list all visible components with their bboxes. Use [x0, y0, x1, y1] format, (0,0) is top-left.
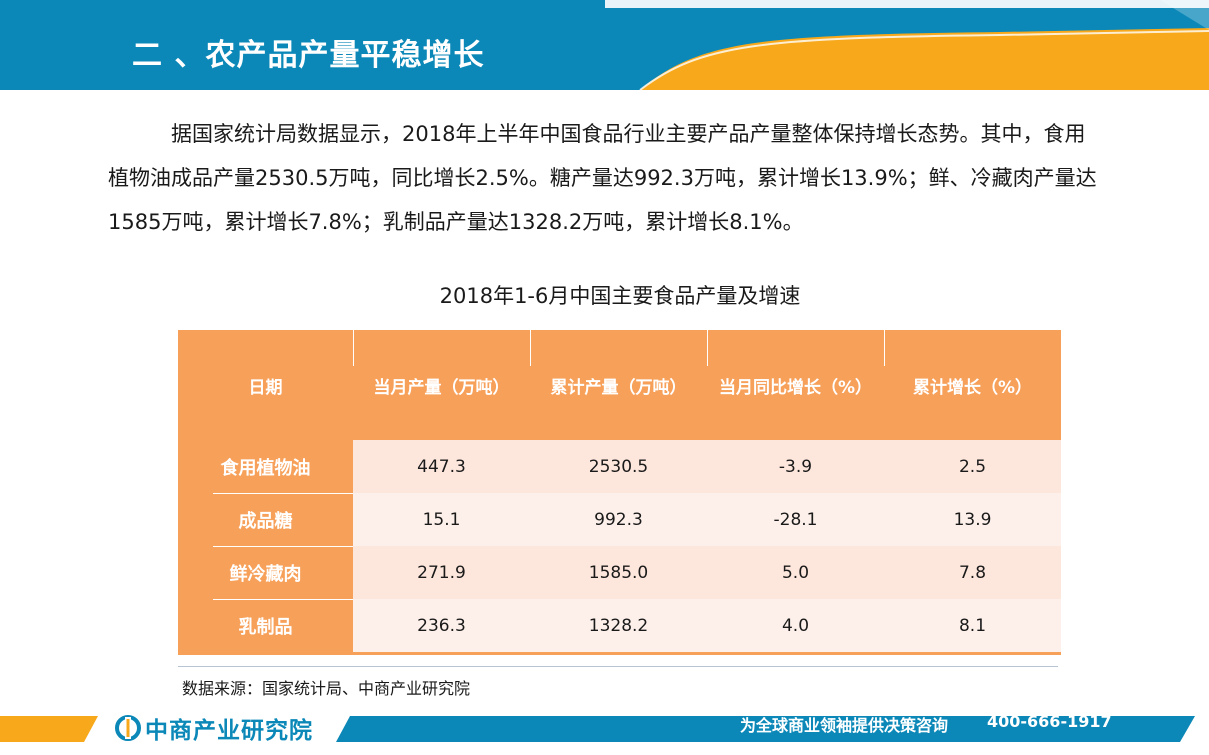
row-body: 236.3 1328.2 4.0 8.1 [353, 599, 1061, 652]
row-divider [213, 599, 353, 600]
company-logo: 中商产业研究院 [115, 714, 313, 744]
header-cell-date: 日期 [248, 377, 283, 398]
cell-monthly-output: 271.9 [417, 562, 466, 583]
cell-cumulative-output: 992.3 [594, 509, 643, 530]
row-label: 鲜冷藏肉 [229, 563, 302, 585]
header-divider [884, 330, 885, 366]
cell-monthly-output: 15.1 [422, 509, 461, 530]
source-divider [178, 666, 1058, 667]
cell-cumulative-output: 2530.5 [588, 456, 649, 477]
footer-band [0, 716, 1195, 742]
header-cell-cumulative-output: 累计产量（万吨） [550, 377, 687, 398]
cell-monthly-growth: -3.9 [778, 456, 813, 477]
cell-monthly-growth: 5.0 [781, 562, 810, 583]
logo-text: 中商产业研究院 [145, 718, 313, 744]
table-row: 食用植物油 447.3 2530.5 -3.9 2.5 [178, 440, 1061, 493]
table-row: 鲜冷藏肉 271.9 1585.0 5.0 7.8 [178, 546, 1061, 599]
row-divider [213, 493, 353, 494]
cell-cumulative-output: 1328.2 [588, 615, 649, 636]
row-label: 乳制品 [238, 616, 293, 638]
cell-cumulative-growth: 8.1 [958, 615, 987, 636]
cell-monthly-output: 236.3 [417, 615, 466, 636]
intro-paragraph: 据国家统计局数据显示，2018年上半年中国食品行业主要产品产量整体保持增长态势。… [108, 122, 1097, 234]
cell-monthly-output: 447.3 [417, 456, 466, 477]
banner-swoosh-graphic [605, 0, 1209, 90]
production-table: 日期 当月产量（万吨） 累计产量（万吨） 当月同比增长（%） 累计增长（%） 食… [178, 330, 1061, 655]
table-row: 成品糖 15.1 992.3 -28.1 13.9 [178, 493, 1061, 546]
cell-cumulative-growth: 13.9 [953, 509, 992, 530]
header-cell-monthly-output: 当月产量（万吨） [373, 377, 510, 398]
row-label: 食用植物油 [220, 457, 311, 479]
row-body: 15.1 992.3 -28.1 13.9 [353, 493, 1061, 546]
cell-monthly-growth: -28.1 [773, 509, 818, 530]
cell-monthly-growth: 4.0 [781, 615, 810, 636]
row-body: 447.3 2530.5 -3.9 2.5 [353, 440, 1061, 493]
cell-cumulative-growth: 2.5 [958, 456, 987, 477]
header-divider [707, 330, 708, 366]
header-cell-monthly-growth: 当月同比增长（%） [718, 377, 873, 398]
table-title: 2018年1-6月中国主要食品产量及增速 [439, 284, 801, 308]
row-divider [213, 546, 353, 547]
logo-icon [115, 715, 141, 741]
cell-cumulative-output: 1585.0 [588, 562, 649, 583]
header-divider [530, 330, 531, 366]
row-label: 成品糖 [238, 510, 293, 532]
table-row: 乳制品 236.3 1328.2 4.0 8.1 [178, 599, 1061, 652]
cell-cumulative-growth: 7.8 [958, 562, 987, 583]
header-banner: 二 、农产品产量平稳增长 [0, 0, 1209, 90]
footer-slogan: 为全球商业领袖提供决策咨询 [740, 716, 949, 735]
footer-phone: 400-666-1917 [987, 712, 1112, 731]
header-cell-cumulative-growth: 累计增长（%） [912, 377, 1033, 398]
header-divider [353, 330, 354, 366]
page-title: 二 、农产品产量平稳增长 [132, 38, 485, 73]
row-body: 271.9 1585.0 5.0 7.8 [353, 546, 1061, 599]
data-source: 数据来源：国家统计局、中商产业研究院 [182, 679, 471, 698]
